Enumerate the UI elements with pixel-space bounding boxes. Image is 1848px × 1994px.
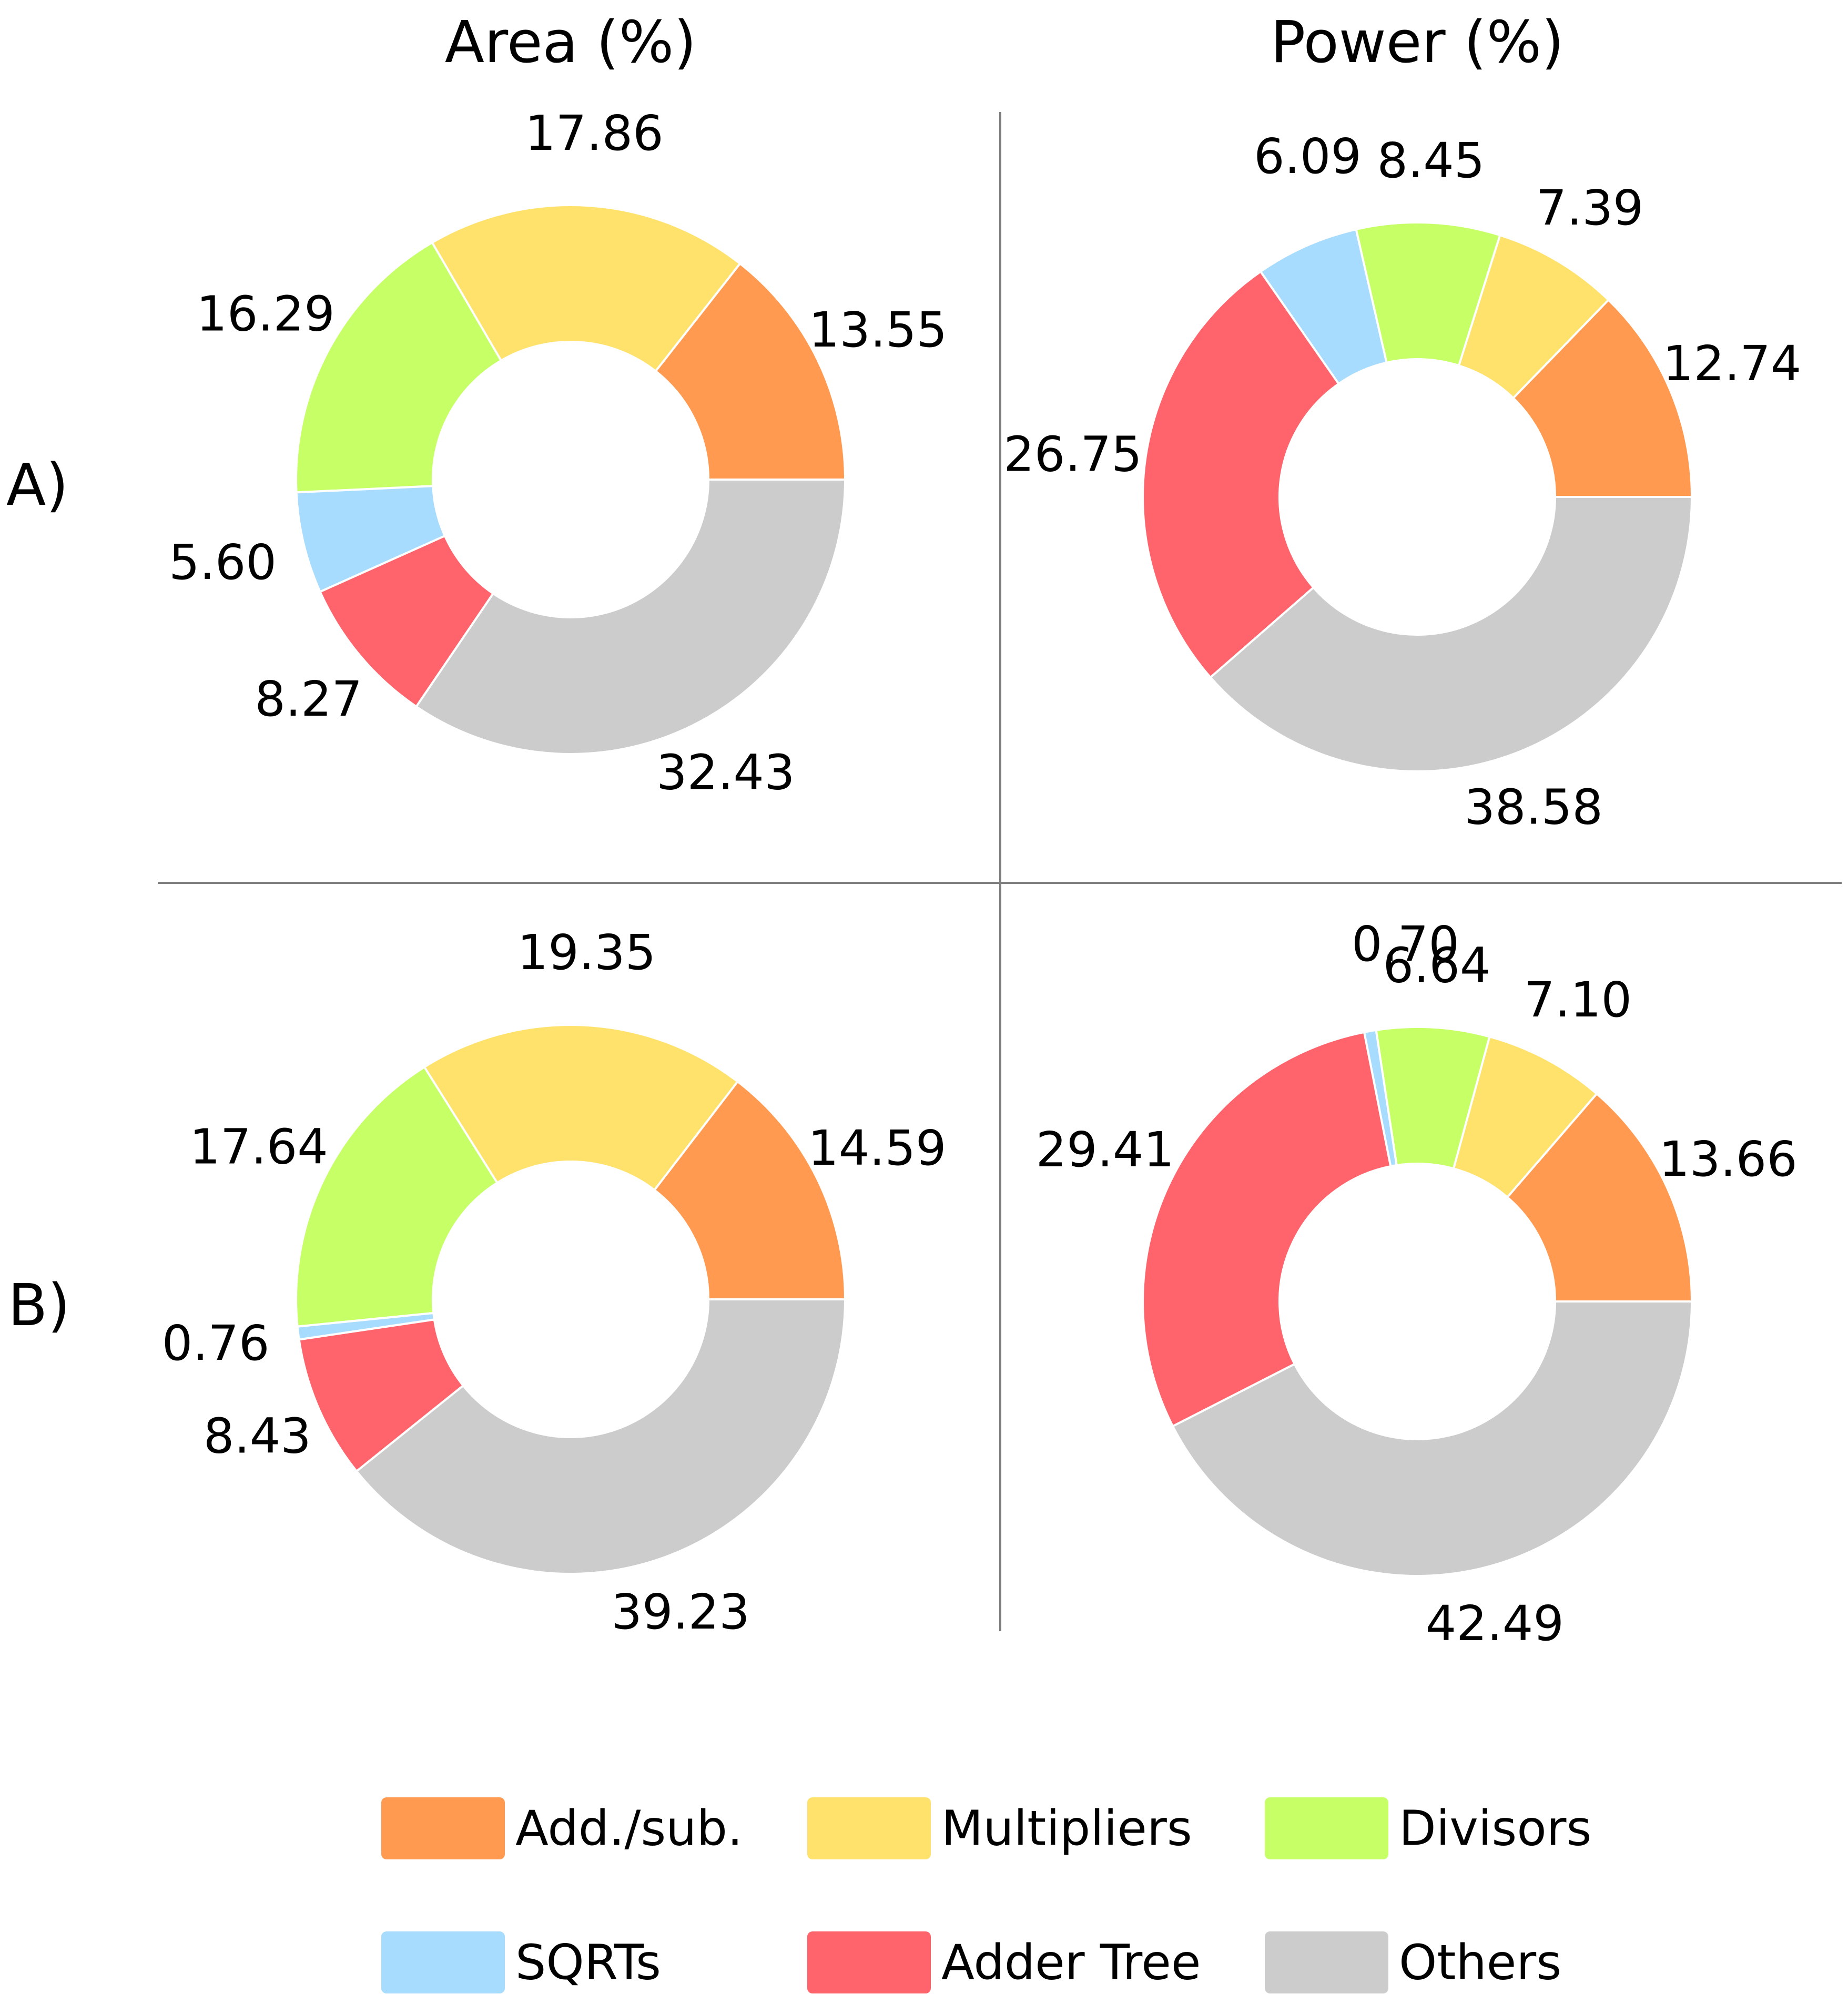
legend-item-others: Others <box>1265 1931 1561 1993</box>
legend-swatch-add-sub <box>381 1797 505 1859</box>
donut-b-area: 14.59 19.35 17.64 0.76 8.43 39.23 <box>162 924 947 1640</box>
slice-divisors <box>295 241 503 494</box>
value-label-divisors: 8.45 <box>1377 133 1485 189</box>
slice-others <box>414 479 847 755</box>
column-title-area: Area (%) <box>445 8 696 76</box>
value-label-divisors: 16.29 <box>196 286 334 342</box>
value-label-add-sub: 14.59 <box>808 1120 946 1176</box>
legend-swatch-others <box>1265 1931 1388 1993</box>
value-label-others: 42.49 <box>1426 1595 1564 1652</box>
value-label-adder-tree: 26.75 <box>1003 426 1142 483</box>
legend-label-multipliers: Multipliers <box>941 1800 1192 1857</box>
value-label-multipliers: 17.86 <box>525 105 663 161</box>
slice-add-sub <box>653 1080 847 1300</box>
legend-swatch-divisors <box>1265 1797 1388 1859</box>
slice-adder-tree <box>1142 270 1341 679</box>
slice-add-sub <box>654 262 847 481</box>
value-label-add-sub: 13.55 <box>809 302 947 358</box>
legend-item-add-sub: Add./sub. <box>381 1797 743 1859</box>
slice-adder-tree <box>1141 1031 1392 1428</box>
value-label-adder-tree: 8.43 <box>204 1408 311 1464</box>
row-label-a: A) <box>6 451 68 518</box>
value-label-sqrts: 5.60 <box>169 534 277 591</box>
slice-divisors <box>295 1065 499 1328</box>
slice-others <box>1171 1300 1693 1577</box>
slice-others <box>355 1298 847 1575</box>
column-title-power: Power (%) <box>1271 8 1564 76</box>
slice-add-sub <box>1506 1092 1693 1303</box>
slice-adder-tree <box>318 534 495 708</box>
donut-a-power: 12.74 7.39 8.45 6.09 26.75 38.58 <box>1003 128 1801 835</box>
value-label-adder-tree: 8.27 <box>255 671 362 727</box>
donut-b-power: 13.66 7.10 6.640.70 29.41 42.49 <box>1036 916 1798 1652</box>
row-label-b: B) <box>8 1271 70 1339</box>
slice-others <box>1209 496 1693 772</box>
legend-item-adder-tree: Adder Tree <box>807 1931 1201 1993</box>
legend-label-add-sub: Add./sub. <box>515 1800 743 1857</box>
legend-item-multipliers: Multipliers <box>807 1797 1192 1859</box>
donut-a-area: 13.55 17.86 16.29 5.60 8.27 32.43 <box>169 105 947 800</box>
value-label-others: 39.23 <box>611 1584 749 1640</box>
legend-label-sqrts: SQRTs <box>515 1935 661 1991</box>
value-label-sqrts: 0.76 <box>162 1315 270 1371</box>
value-label-others: 32.43 <box>656 744 795 800</box>
legend: Add./sub. Multipliers Divisors SQRTs Adder T… <box>381 1797 1591 1993</box>
value-label-sqrts: 6.09 <box>1254 128 1362 185</box>
value-label-multipliers: 19.35 <box>517 924 656 981</box>
value-label-sqrts: 0.70 <box>1352 916 1459 972</box>
legend-label-others: Others <box>1399 1935 1561 1991</box>
value-label-divisors: 17.64 <box>189 1119 328 1175</box>
value-label-multipliers: 7.10 <box>1524 972 1632 1028</box>
value-label-multipliers: 7.39 <box>1536 180 1644 236</box>
value-label-add-sub: 13.66 <box>1659 1131 1797 1187</box>
legend-label-adder-tree: Adder Tree <box>941 1935 1201 1991</box>
legend-label-divisors: Divisors <box>1399 1800 1591 1857</box>
donut-charts: 13.55 17.86 16.29 5.60 8.27 32.43 12.74 7.39 8.4… <box>162 105 1802 1652</box>
value-label-others: 38.58 <box>1465 779 1603 835</box>
legend-item-divisors: Divisors <box>1265 1797 1591 1859</box>
slice-multipliers <box>430 204 742 373</box>
legend-swatch-sqrts <box>381 1931 505 1993</box>
value-label-add-sub: 12.74 <box>1663 335 1801 392</box>
slice-add-sub <box>1511 298 1693 498</box>
legend-item-sqrts: SQRTs <box>381 1931 661 1993</box>
value-label-adder-tree: 29.41 <box>1036 1122 1174 1178</box>
legend-swatch-multipliers <box>807 1797 931 1859</box>
value-label-divisors: 6.64 <box>1383 938 1491 994</box>
slice-multipliers <box>423 1024 739 1192</box>
legend-swatch-adder-tree <box>807 1931 931 1993</box>
